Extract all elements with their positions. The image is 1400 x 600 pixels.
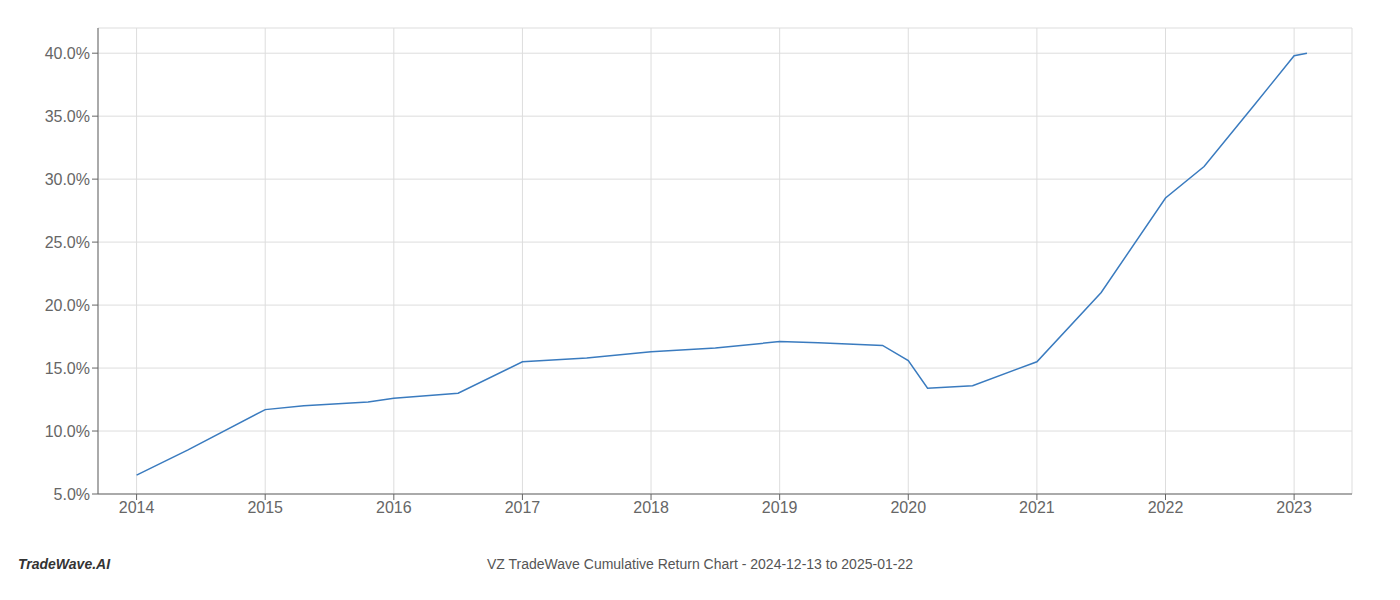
svg-text:40.0%: 40.0% bbox=[45, 45, 90, 62]
svg-text:5.0%: 5.0% bbox=[54, 486, 90, 503]
html-text:VZ TradeWave Cumulative Return: VZ TradeWave Cumulative Return Chart - 2… bbox=[487, 556, 913, 572]
svg-text:2020: 2020 bbox=[890, 499, 926, 516]
svg-text:25.0%: 25.0% bbox=[45, 234, 90, 251]
svg-text:2017: 2017 bbox=[505, 499, 541, 516]
html-text:TradeWave.AI: TradeWave.AI bbox=[18, 556, 111, 572]
svg-text:30.0%: 30.0% bbox=[45, 171, 90, 188]
svg-text:2018: 2018 bbox=[633, 499, 669, 516]
svg-text:2016: 2016 bbox=[376, 499, 412, 516]
svg-text:2021: 2021 bbox=[1019, 499, 1055, 516]
svg-text:2015: 2015 bbox=[247, 499, 283, 516]
svg-text:35.0%: 35.0% bbox=[45, 108, 90, 125]
svg-text:2023: 2023 bbox=[1276, 499, 1312, 516]
svg-text:10.0%: 10.0% bbox=[45, 423, 90, 440]
svg-text:2019: 2019 bbox=[762, 499, 798, 516]
svg-text:20.0%: 20.0% bbox=[45, 297, 90, 314]
svg-text:15.0%: 15.0% bbox=[45, 360, 90, 377]
svg-text:2022: 2022 bbox=[1148, 499, 1184, 516]
svg-text:2014: 2014 bbox=[119, 499, 155, 516]
